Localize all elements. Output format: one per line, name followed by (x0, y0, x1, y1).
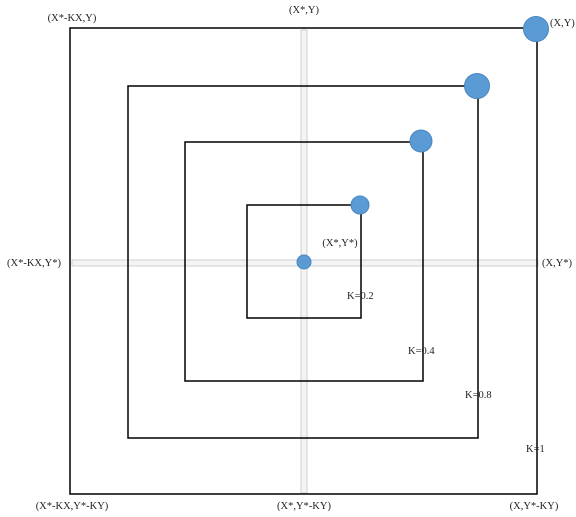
dot-k1 (523, 16, 549, 42)
dot-k04 (409, 129, 433, 153)
label-bottom-left: (X*-KX,Y*-KY) (36, 501, 109, 512)
k-label-02: K=0.2 (347, 291, 374, 302)
dot-k02 (350, 195, 370, 215)
square-k08 (127, 85, 479, 439)
label-left-center: (X*-KX,Y*) (7, 258, 61, 269)
center-dot (296, 254, 312, 270)
dot-k08 (464, 73, 490, 99)
label-top-left: (X*-KX,Y) (48, 13, 97, 24)
k-label-04: K=0.4 (408, 346, 435, 357)
square-k1 (69, 27, 538, 495)
label-top-center: (X*,Y) (289, 5, 320, 16)
label-center-point: (X*,Y*) (322, 238, 358, 249)
label-bottom-right: (X,Y*-KY) (510, 501, 559, 512)
label-bottom-center: (X*,Y*-KY) (277, 501, 331, 512)
label-right-center: (X,Y*) (542, 258, 573, 269)
k-label-1: K=1 (526, 444, 545, 455)
k-label-08: K=0.8 (465, 390, 492, 401)
square-k04 (184, 141, 424, 382)
square-k02 (246, 204, 362, 319)
label-top-right: (X,Y) (550, 18, 575, 29)
